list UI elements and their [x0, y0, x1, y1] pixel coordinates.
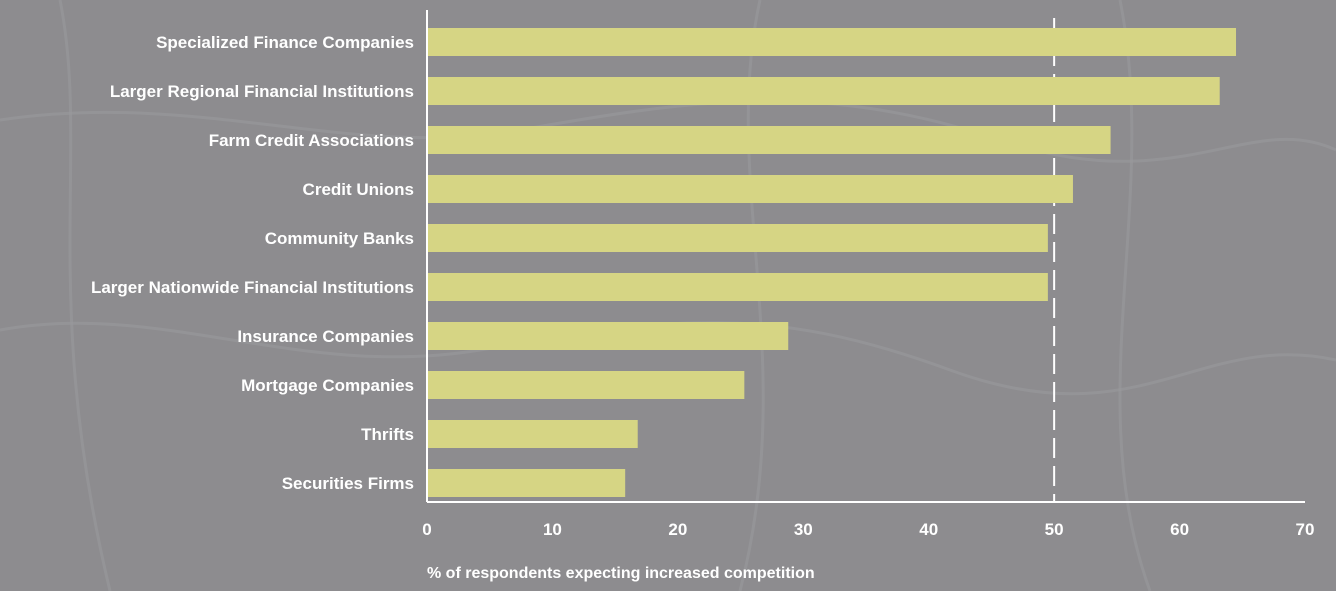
background-stroke	[58, 0, 112, 591]
category-labels: Specialized Finance Companies Larger Regi…	[91, 33, 414, 493]
x-tick-label: 60	[1170, 520, 1189, 539]
x-tick-label: 0	[422, 520, 431, 539]
x-axis-title: % of respondents expecting increased com…	[427, 565, 815, 582]
category-label: Mortgage Companies	[241, 376, 414, 395]
bars-group	[427, 28, 1237, 497]
category-label: Insurance Companies	[237, 327, 414, 346]
bar	[427, 175, 1073, 203]
bar	[427, 322, 789, 350]
category-label: Securities Firms	[282, 474, 414, 493]
x-tick-label: 50	[1045, 520, 1064, 539]
category-label: Thrifts	[361, 425, 414, 444]
bar	[427, 469, 626, 497]
bar	[427, 420, 638, 448]
x-tick-label: 40	[919, 520, 938, 539]
category-label: Credit Unions	[303, 180, 414, 199]
x-tick-label: 10	[543, 520, 562, 539]
bar	[427, 371, 745, 399]
bar	[427, 224, 1048, 252]
x-tick-label: 70	[1296, 520, 1315, 539]
category-label: Community Banks	[265, 229, 414, 248]
bar	[427, 126, 1111, 154]
bar	[427, 273, 1048, 301]
category-label: Farm Credit Associations	[209, 131, 414, 150]
category-label: Larger Regional Financial Institutions	[110, 82, 414, 101]
category-label: Larger Nationwide Financial Institutions	[91, 278, 414, 297]
category-label: Specialized Finance Companies	[156, 33, 414, 52]
x-tick-labels: 0 10 20 30 40 50 60 70	[422, 520, 1314, 539]
bar	[427, 28, 1237, 56]
bar	[427, 77, 1220, 105]
x-tick-label: 20	[668, 520, 687, 539]
x-tick-label: 30	[794, 520, 813, 539]
